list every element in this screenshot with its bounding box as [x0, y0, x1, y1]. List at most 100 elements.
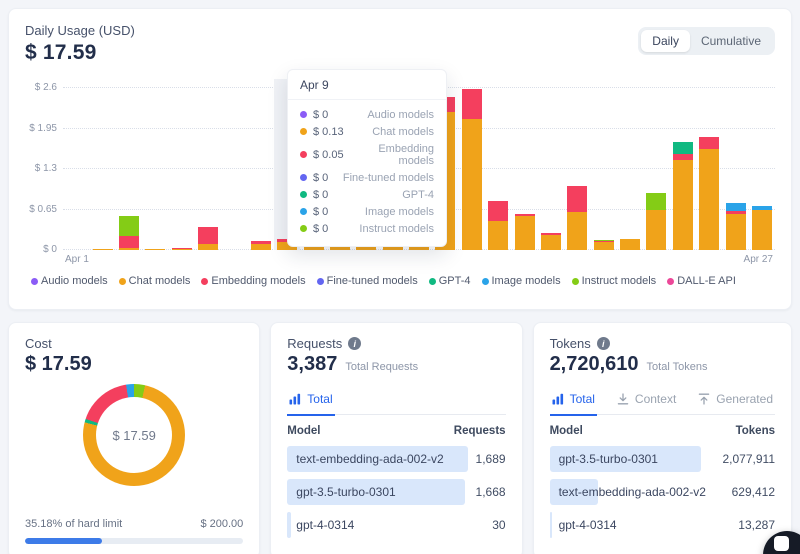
- chart-bar-slot[interactable]: [749, 79, 775, 250]
- legend-label: Image models: [491, 275, 561, 287]
- tooltip-rows: $ 0 Audio models $ 0.13 Chat models $ 0.05 Em…: [288, 100, 446, 246]
- chart-bar-slot[interactable]: [63, 79, 89, 250]
- model-name: gpt-3.5-turbo-0301: [558, 452, 658, 466]
- legend-color-dot-icon: [201, 277, 209, 285]
- legend-item: Instruct models: [571, 275, 656, 287]
- tooltip-color-dot-icon: [300, 208, 307, 215]
- bar-segment: [540, 233, 561, 235]
- bar-segment: [699, 137, 720, 149]
- tooltip-model-label: Fine-tuned models: [342, 171, 434, 184]
- stacked-bar: [699, 137, 720, 250]
- bar-segment: [303, 244, 324, 250]
- legend-color-dot-icon: [571, 277, 579, 285]
- cost-donut-chart[interactable]: $ 17.59: [83, 384, 186, 486]
- cost-amount: $ 17.59: [25, 353, 92, 375]
- chart-bar-slot[interactable]: [722, 79, 748, 250]
- chart-bar-slot[interactable]: [643, 79, 669, 250]
- bar-segment: [329, 246, 350, 250]
- tokens-tab-generated[interactable]: Generated: [696, 389, 775, 414]
- chart-bar-slot[interactable]: [142, 79, 168, 250]
- toggle-daily-button[interactable]: Daily: [641, 30, 690, 52]
- tokens-col-value: Tokens: [735, 425, 775, 437]
- legend-label: Audio models: [41, 275, 108, 287]
- cost-card: Cost $ 17.59 $ 17.59 35.18% of hard limi…: [8, 322, 261, 554]
- tooltip-model-label: Audio models: [367, 108, 434, 121]
- tokens-table: gpt-3.5-turbo-0301 2,077,911 text-embeddin…: [549, 446, 775, 538]
- messenger-icon: [774, 536, 789, 551]
- legend-color-dot-icon: [31, 277, 38, 285]
- model-usage-bar: [287, 512, 291, 538]
- bar-segment: [461, 119, 482, 250]
- table-row: text-embedding-ada-002-v2 1,689: [287, 446, 506, 472]
- legend-item: Image models: [481, 275, 561, 287]
- stacked-bar: [145, 249, 166, 250]
- chart-bar-slot[interactable]: [327, 79, 353, 250]
- requests-tabs: Total: [287, 389, 506, 415]
- tooltip-row: $ 0 Fine-tuned models: [300, 169, 434, 186]
- legend-color-dot-icon: [428, 277, 436, 285]
- tooltip-value: $ 0: [313, 205, 329, 218]
- tooltip-color-dot-icon: [300, 111, 307, 118]
- legend-item: Fine-tuned models: [316, 275, 418, 287]
- info-icon[interactable]: i: [596, 337, 610, 350]
- legend-color-dot-icon: [481, 277, 489, 285]
- model-usage-bar: [549, 479, 599, 505]
- bar-segment: [277, 242, 298, 250]
- x-axis: Apr 1 Apr 27: [63, 250, 775, 265]
- chart-bar-slot[interactable]: [221, 79, 247, 250]
- bar-segment: [620, 239, 641, 250]
- model-value: 1,689: [475, 452, 506, 466]
- bar-segment: [198, 244, 219, 250]
- requests-tab-total[interactable]: Total: [287, 389, 334, 414]
- chart-bar-slot[interactable]: [459, 79, 485, 250]
- bar-segment: [567, 212, 588, 250]
- tokens-total-label: Total Tokens: [646, 361, 708, 373]
- bar-segment: [250, 241, 271, 244]
- tab-label: Context: [634, 392, 677, 406]
- info-icon[interactable]: i: [348, 337, 362, 350]
- chart-bar-slot[interactable]: [591, 79, 617, 250]
- chart-bar-slot[interactable]: [617, 79, 643, 250]
- chart-bar-slot[interactable]: [169, 79, 195, 250]
- bar-segment: [540, 235, 561, 250]
- model-name: text-embedding-ada-002-v2: [296, 452, 444, 466]
- bar-segment: [145, 249, 166, 250]
- chart-bar-slot[interactable]: [248, 79, 274, 250]
- chart-bar-slot[interactable]: [564, 79, 590, 250]
- toggle-cumulative-button[interactable]: Cumulative: [700, 34, 761, 48]
- bar-segment: [514, 214, 535, 216]
- requests-table: text-embedding-ada-002-v2 1,689 gpt-3.5-tu…: [287, 446, 506, 538]
- chart-bar-slot[interactable]: [670, 79, 696, 250]
- tooltip-row: $ 0 GPT-4: [300, 186, 434, 203]
- upload-icon: [698, 393, 710, 405]
- chart-bar-slot[interactable]: [89, 79, 115, 250]
- bar-segment: [593, 240, 614, 241]
- chart-bar-slot[interactable]: [485, 79, 511, 250]
- chart-bar-slot[interactable]: [511, 79, 537, 250]
- bar-segment: [567, 186, 588, 212]
- legend-item: GPT-4: [428, 275, 471, 287]
- chart-bar-slot[interactable]: [116, 79, 142, 250]
- chart-bar-slot[interactable]: [195, 79, 221, 250]
- chat-widget-button[interactable]: [763, 531, 800, 554]
- stacked-bar: [118, 216, 139, 250]
- requests-col-model: Model: [287, 425, 321, 437]
- bar-segment: [514, 216, 535, 250]
- legend-label: DALL-E API: [677, 275, 736, 287]
- chart-bar-slot[interactable]: [696, 79, 722, 250]
- tooltip-value: $ 0: [313, 108, 329, 121]
- stacked-bar: [92, 249, 113, 250]
- stacked-bar: [725, 203, 746, 250]
- model-usage-bar: [287, 446, 468, 472]
- tooltip-color-dot-icon: [300, 128, 307, 135]
- y-axis-tick-label: $ 0: [43, 244, 57, 255]
- tokens-tab-total[interactable]: Total: [550, 389, 597, 414]
- chart-bar-slot[interactable]: [538, 79, 564, 250]
- requests-card: Requests i 3,387 Total Requests Total Mo…: [270, 322, 523, 554]
- tooltip-value: $ 0.05: [313, 148, 344, 161]
- hard-limit-progress: [25, 538, 244, 544]
- model-cell: gpt-4-0314: [287, 512, 484, 538]
- tooltip-row: $ 0.13 Chat models: [300, 123, 434, 140]
- tokens-tab-context[interactable]: Context: [615, 389, 678, 414]
- hard-limit-text: 35.18% of hard limit: [25, 518, 123, 530]
